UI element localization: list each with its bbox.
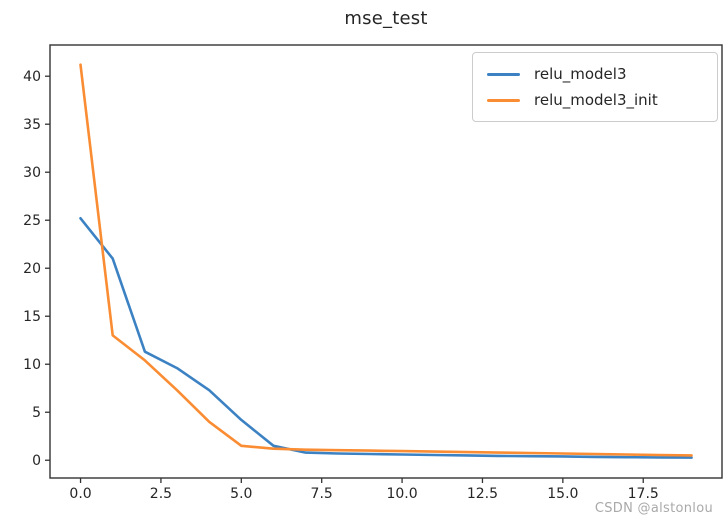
x-tick-label: 0.0 [69,486,91,502]
y-tick-label: 30 [23,165,41,181]
legend-label: relu_model3 [534,65,627,83]
x-tick-label: 10.0 [386,486,417,502]
y-tick-label: 35 [23,117,41,133]
x-tick-label: 12.5 [467,486,498,502]
y-tick-label: 40 [23,69,41,85]
series-line-relu_model3 [79,217,693,459]
y-tick-label: 20 [23,261,41,277]
legend-item: relu_model3 [487,62,705,86]
x-tick-label: 7.5 [311,486,333,502]
series-line-relu_model3_init [79,63,693,457]
axes-spines [49,44,723,479]
legend-line-swatch-blue [487,72,520,76]
y-tick-label: 15 [23,309,41,325]
chart-title: mse_test [344,8,428,29]
x-tick-label: 2.5 [150,486,172,502]
x-tick-label: 15.0 [547,486,578,502]
x-tick-label: 5.0 [230,486,252,502]
watermark: CSDN @alstonlou [594,501,713,516]
y-tick-label: 25 [23,213,41,229]
y-tick-label: 5 [32,405,41,421]
y-tick-label: 0 [32,453,41,469]
x-tick-label: 17.5 [628,486,659,502]
legend-item: relu_model3_init [487,88,705,112]
legend-line-swatch-orange [487,98,520,102]
legend-label: relu_model3_init [534,91,658,109]
y-tick-label: 10 [23,357,41,373]
legend: relu_model3 relu_model3_init [472,52,718,122]
